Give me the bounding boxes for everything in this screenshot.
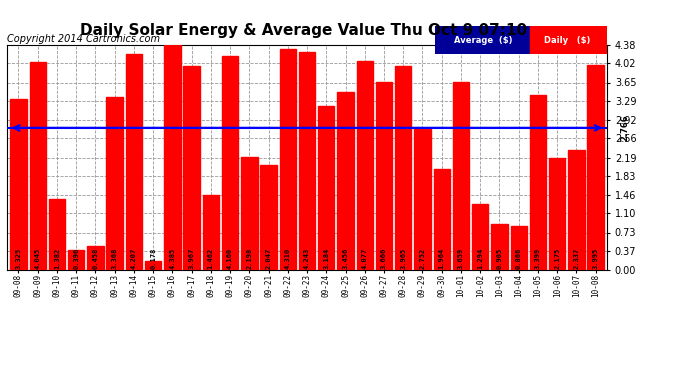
Text: 4.243: 4.243 xyxy=(304,248,310,269)
Bar xyxy=(30,62,46,270)
Text: 0.905: 0.905 xyxy=(496,248,502,269)
Bar xyxy=(414,129,431,270)
Bar xyxy=(435,26,530,54)
Text: 3.659: 3.659 xyxy=(458,248,464,269)
Bar xyxy=(184,66,200,270)
Bar xyxy=(453,82,469,270)
Text: 4.160: 4.160 xyxy=(227,248,233,269)
Bar xyxy=(260,165,277,270)
Text: 4.077: 4.077 xyxy=(362,248,368,269)
Text: 0.396: 0.396 xyxy=(73,248,79,269)
Text: 2.198: 2.198 xyxy=(246,248,253,269)
Bar xyxy=(530,26,607,54)
Text: 1.964: 1.964 xyxy=(439,248,445,269)
Text: 4.385: 4.385 xyxy=(169,248,175,269)
Text: 3.184: 3.184 xyxy=(324,248,329,269)
Bar xyxy=(145,261,161,270)
Bar xyxy=(222,56,238,270)
Text: 2.047: 2.047 xyxy=(266,248,272,269)
Text: 3.456: 3.456 xyxy=(342,248,348,269)
Text: 3.967: 3.967 xyxy=(188,248,195,269)
Text: 2.337: 2.337 xyxy=(573,248,580,269)
Text: Daily Solar Energy & Average Value Thu Oct 9 07:10: Daily Solar Energy & Average Value Thu O… xyxy=(80,22,527,38)
Text: 3.399: 3.399 xyxy=(535,248,541,269)
Bar xyxy=(587,65,604,270)
Bar xyxy=(395,66,411,270)
Bar xyxy=(106,97,123,270)
Bar xyxy=(318,106,335,270)
Bar xyxy=(87,246,104,270)
Text: 4.045: 4.045 xyxy=(34,248,41,269)
Text: 4.310: 4.310 xyxy=(285,248,290,269)
Text: 2.175: 2.175 xyxy=(554,248,560,269)
Bar xyxy=(241,157,257,270)
Text: 0.458: 0.458 xyxy=(92,248,99,269)
Text: 4.207: 4.207 xyxy=(131,248,137,269)
Bar xyxy=(549,158,565,270)
Text: 1.462: 1.462 xyxy=(208,248,214,269)
Text: 3.965: 3.965 xyxy=(400,248,406,269)
Text: Average  ($): Average ($) xyxy=(454,36,512,45)
Bar xyxy=(68,250,84,270)
Text: Daily   ($): Daily ($) xyxy=(544,36,591,45)
Text: 1.382: 1.382 xyxy=(54,248,60,269)
Bar xyxy=(337,93,354,270)
Bar xyxy=(203,195,219,270)
Bar xyxy=(49,199,65,270)
Bar xyxy=(357,61,373,270)
Text: 3.666: 3.666 xyxy=(381,248,387,269)
Text: 3.325: 3.325 xyxy=(15,248,21,269)
Text: 2.766: 2.766 xyxy=(620,115,629,141)
Text: 0.178: 0.178 xyxy=(150,248,156,269)
Bar xyxy=(433,169,450,270)
Bar xyxy=(569,150,584,270)
Bar xyxy=(126,54,142,270)
Bar xyxy=(511,225,527,270)
Text: 3.995: 3.995 xyxy=(593,248,599,269)
Bar xyxy=(164,45,181,270)
Bar xyxy=(376,82,392,270)
Bar xyxy=(299,52,315,270)
Bar xyxy=(10,99,27,270)
Text: 2.752: 2.752 xyxy=(420,248,426,269)
Bar xyxy=(530,95,546,270)
Text: 0.866: 0.866 xyxy=(515,248,522,269)
Text: 3.368: 3.368 xyxy=(112,248,118,269)
Bar xyxy=(472,204,489,270)
Text: Copyright 2014 Cartronics.com: Copyright 2014 Cartronics.com xyxy=(7,34,160,44)
Text: 1.294: 1.294 xyxy=(477,248,483,269)
Bar xyxy=(491,224,508,270)
Bar xyxy=(279,49,296,270)
